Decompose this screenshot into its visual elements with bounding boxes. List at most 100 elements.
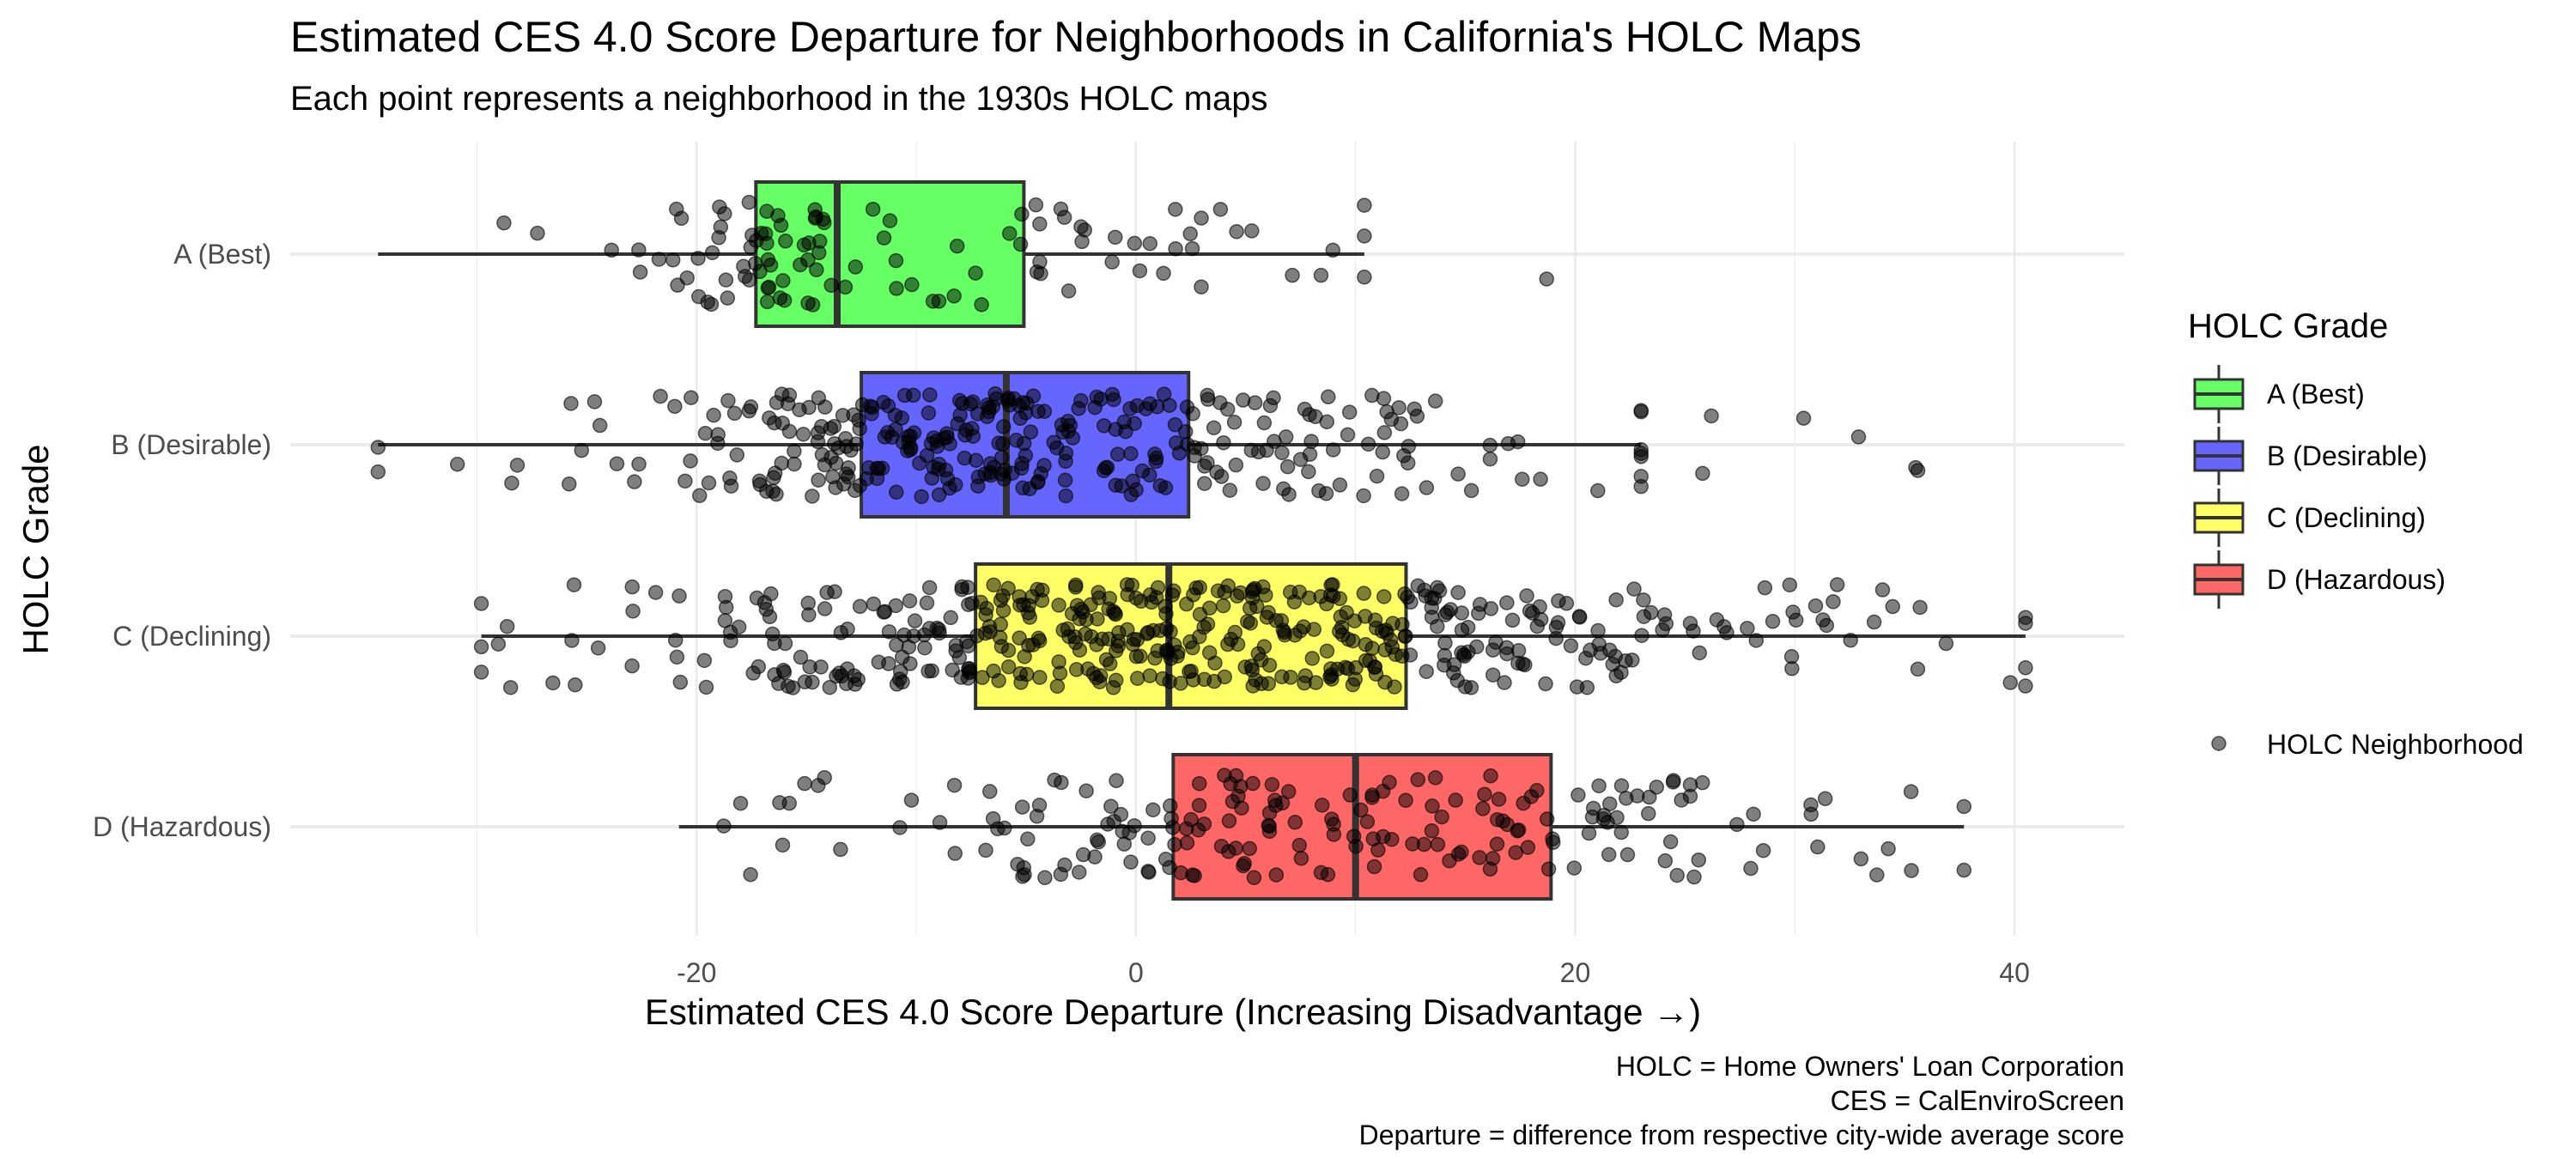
y-axis-title: HOLC Grade: [15, 444, 56, 654]
data-point: [1483, 768, 1498, 784]
data-point: [1128, 482, 1144, 498]
data-point: [854, 397, 871, 413]
data-point: [1030, 630, 1047, 646]
data-point: [1691, 852, 1707, 868]
data-point: [574, 442, 590, 458]
data-point: [566, 577, 582, 592]
data-point: [741, 403, 757, 419]
data-point: [961, 661, 976, 677]
data-point-outlier: [1695, 465, 1710, 482]
data-point: [1167, 836, 1182, 853]
data-point: [710, 435, 726, 452]
data-point: [1472, 850, 1487, 865]
data-point: [1167, 637, 1182, 653]
data-point: [1183, 664, 1199, 679]
data-point: [1643, 604, 1659, 621]
data-point: [838, 676, 854, 692]
data-point: [767, 465, 783, 481]
data-point: [1853, 851, 1869, 867]
data-point: [1073, 219, 1089, 234]
data-point: [545, 675, 561, 691]
data-point: [473, 664, 489, 680]
data-point: [1123, 446, 1139, 462]
data-point: [1127, 818, 1142, 834]
data-point: [1196, 671, 1212, 688]
data-point: [1148, 453, 1163, 470]
data-point: [1268, 867, 1285, 883]
data-point: [1185, 406, 1200, 422]
data-point: [848, 259, 864, 275]
data-point: [841, 460, 856, 476]
data-point: [1427, 393, 1443, 409]
data-point: [767, 667, 782, 683]
data-point: [1613, 824, 1629, 840]
data-point: [723, 633, 738, 649]
data-point: [1377, 674, 1393, 690]
data-point: [876, 604, 892, 620]
data-point: [800, 595, 816, 611]
data-point: [370, 464, 386, 480]
data-point: [1078, 783, 1094, 798]
data-point: [894, 410, 910, 426]
data-point: [1510, 434, 1526, 450]
data-point: [775, 416, 791, 431]
legend-label: C (Declining): [2267, 502, 2426, 533]
data-point: [1301, 590, 1317, 606]
data-point: [985, 810, 1001, 827]
data-point-outlier: [1539, 271, 1554, 287]
data-point: [1539, 811, 1555, 827]
data-point: [964, 421, 980, 436]
data-point: [922, 387, 938, 403]
data-point: [1215, 598, 1231, 614]
data-point: [1529, 783, 1545, 798]
data-point: [1303, 434, 1319, 449]
data-point: [1164, 587, 1181, 603]
data-point: [473, 639, 489, 655]
data-point: [1306, 622, 1322, 637]
data-point: [604, 242, 619, 258]
data-point: [473, 596, 489, 611]
data-point: [785, 680, 801, 695]
y-tick-labels: A (Best) B (Desirable) C (Declining) D (Haz…: [93, 239, 271, 842]
data-point: [1028, 197, 1044, 213]
data-point: [774, 386, 790, 402]
legend-title: HOLC Grade: [2188, 307, 2388, 345]
data-point: [1115, 823, 1130, 840]
data-point: [776, 293, 793, 308]
data-point: [811, 472, 826, 488]
data-point: [2018, 660, 2033, 676]
data-point: [1743, 860, 1759, 877]
data-point: [741, 194, 757, 210]
x-tick-label: -20: [677, 957, 716, 988]
data-point: [948, 637, 964, 653]
data-point: [562, 476, 577, 492]
data-point: [1424, 823, 1440, 839]
data-point: [906, 628, 921, 644]
data-point: [1129, 671, 1145, 686]
data-point: [1402, 647, 1419, 663]
data-point: [1434, 809, 1449, 825]
data-point: [631, 242, 647, 258]
data-point: [683, 453, 698, 469]
data-point: [1765, 614, 1781, 629]
data-point: [1815, 612, 1831, 628]
legend-label: A (Best): [2267, 379, 2365, 410]
data-point: [1788, 612, 1804, 628]
data-point: [1165, 820, 1181, 835]
data-point: [1499, 595, 1515, 610]
x-axis-title: Estimated CES 4.0 Score Departure (Incre…: [645, 992, 1701, 1032]
data-point: [814, 446, 830, 463]
data-point: [991, 673, 1006, 689]
data-point: [1197, 458, 1212, 474]
data-point: [995, 436, 1011, 452]
y-tick-label: C (Declining): [112, 621, 271, 652]
data-point: [677, 473, 693, 489]
data-point: [1430, 836, 1446, 853]
data-point: [792, 402, 807, 418]
data-point: [1314, 798, 1330, 813]
data-point: [1649, 780, 1665, 795]
data-point: [1533, 471, 1548, 487]
data-point: [1247, 395, 1263, 410]
data-point: [1529, 618, 1546, 634]
data-point: [1020, 605, 1036, 621]
